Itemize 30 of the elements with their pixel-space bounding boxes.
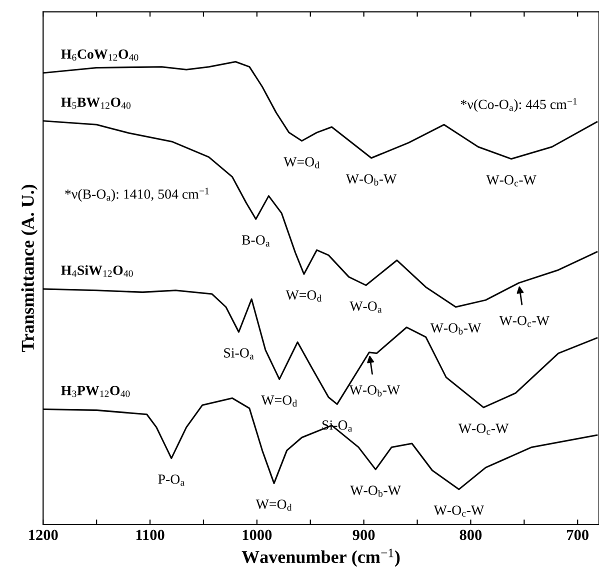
- annotation: *ν(B-O$_{a}$): 1410, 504 cm$^{−1}$: [65, 188, 209, 202]
- series-label: H$_{6}$CoW$_{12}$O$_{40}$: [61, 49, 138, 61]
- annotation: Si-O$_{a}$: [224, 348, 254, 360]
- annotation: W-O$_{c}$-W: [434, 506, 484, 517]
- annotation: W=O$_{d}$: [284, 157, 320, 168]
- y-axis-title: Transmittance (A. U.): [21, 184, 38, 352]
- annotation: W-O$_{c}$-W: [486, 175, 536, 186]
- annotation: *ν(Co-O$_{a}$): 445 cm$^{−1}$: [460, 98, 577, 112]
- annotation: W-O$_{b}$-W: [349, 385, 400, 396]
- annotation: W-O$_{b}$-W: [346, 174, 397, 186]
- series-label: H$_{4}$SiW$_{12}$O$_{40}$: [61, 265, 133, 277]
- annotation: W=O$_{d}$: [261, 395, 298, 407]
- x-tick-label: 1200: [29, 530, 58, 540]
- annotation: W=O$_{d}$: [286, 290, 322, 302]
- annotation: W-O$_{c}$-W: [499, 316, 550, 328]
- series-label: H$_{5}$BW$_{12}$O$_{40}$: [61, 98, 131, 109]
- annotation: W-O$_{c}$-W: [458, 424, 509, 435]
- annotation: P-O$_{a}$: [158, 474, 184, 486]
- annotation: W-O$_{b}$-W: [430, 323, 482, 334]
- x-tick-label: 900: [352, 530, 375, 540]
- x-axis-title: Wavenumber (cm$^{−1}$): [242, 548, 400, 567]
- annotation: B-O$_{a}$: [242, 235, 270, 247]
- annotation: W-O$_{b}$-W: [350, 486, 401, 497]
- x-tick-label: 1000: [242, 530, 272, 540]
- x-tick-label: 800: [460, 530, 482, 540]
- annotation: W=O$_{d}$: [256, 500, 292, 511]
- x-tick-label: 1100: [136, 530, 164, 540]
- x-tick-label: 700: [567, 530, 588, 540]
- series-label: H$_{3}$PW$_{12}$O$_{40}$: [61, 386, 130, 398]
- annotation: W-O$_{a}$: [350, 302, 382, 313]
